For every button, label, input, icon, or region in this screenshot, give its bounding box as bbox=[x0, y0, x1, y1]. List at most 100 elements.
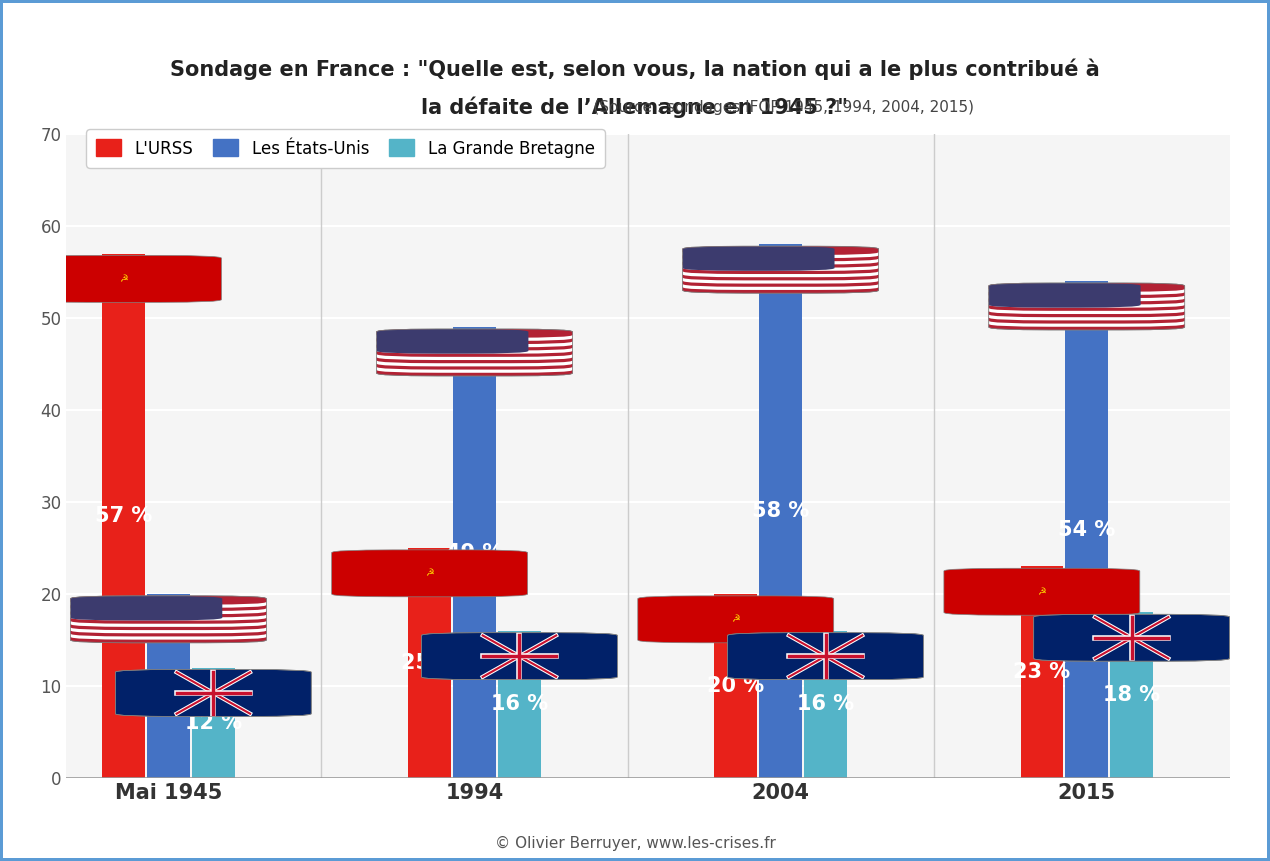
FancyBboxPatch shape bbox=[683, 259, 879, 268]
FancyBboxPatch shape bbox=[377, 329, 573, 376]
Text: 58 %: 58 % bbox=[752, 501, 809, 521]
FancyBboxPatch shape bbox=[989, 306, 1185, 314]
FancyBboxPatch shape bbox=[70, 605, 267, 614]
FancyBboxPatch shape bbox=[377, 351, 573, 360]
FancyBboxPatch shape bbox=[989, 321, 1185, 330]
Bar bbox=[453, 327, 495, 778]
Text: 16 %: 16 % bbox=[491, 695, 547, 715]
FancyBboxPatch shape bbox=[377, 364, 573, 373]
FancyBboxPatch shape bbox=[944, 568, 1139, 616]
FancyBboxPatch shape bbox=[377, 348, 573, 356]
Text: 18 %: 18 % bbox=[1104, 685, 1161, 705]
Text: la défaite de l’Allemagne en 1945 ?": la défaite de l’Allemagne en 1945 ?" bbox=[422, 97, 848, 118]
FancyBboxPatch shape bbox=[377, 355, 573, 363]
Text: ☭: ☭ bbox=[1038, 586, 1046, 597]
Text: Sondage en France : "Quelle est, selon vous, la nation qui a le plus contribué à: Sondage en France : "Quelle est, selon v… bbox=[170, 59, 1100, 79]
FancyBboxPatch shape bbox=[377, 357, 573, 367]
FancyBboxPatch shape bbox=[70, 628, 267, 636]
FancyBboxPatch shape bbox=[331, 550, 527, 597]
Bar bbox=[409, 548, 451, 778]
FancyBboxPatch shape bbox=[1034, 614, 1229, 661]
FancyBboxPatch shape bbox=[377, 368, 573, 376]
FancyBboxPatch shape bbox=[25, 256, 221, 302]
FancyBboxPatch shape bbox=[70, 596, 222, 621]
FancyBboxPatch shape bbox=[377, 345, 573, 354]
FancyBboxPatch shape bbox=[728, 633, 923, 679]
FancyBboxPatch shape bbox=[683, 246, 879, 293]
Legend: L'URSS, Les États-Unis, La Grande Bretagne: L'URSS, Les États-Unis, La Grande Bretag… bbox=[86, 129, 605, 168]
Text: 16 %: 16 % bbox=[798, 695, 855, 715]
FancyBboxPatch shape bbox=[377, 329, 528, 354]
FancyBboxPatch shape bbox=[70, 615, 267, 623]
Bar bbox=[1066, 282, 1107, 778]
Text: 25 %: 25 % bbox=[401, 653, 458, 673]
Text: 49 %: 49 % bbox=[446, 542, 503, 562]
Bar bbox=[1021, 567, 1063, 778]
FancyBboxPatch shape bbox=[989, 286, 1185, 295]
FancyBboxPatch shape bbox=[683, 262, 879, 271]
FancyBboxPatch shape bbox=[116, 670, 311, 716]
FancyBboxPatch shape bbox=[989, 299, 1185, 307]
FancyBboxPatch shape bbox=[70, 618, 267, 627]
FancyBboxPatch shape bbox=[638, 596, 833, 643]
FancyBboxPatch shape bbox=[683, 278, 879, 287]
FancyBboxPatch shape bbox=[683, 252, 879, 261]
FancyBboxPatch shape bbox=[422, 633, 617, 679]
FancyBboxPatch shape bbox=[989, 289, 1185, 298]
FancyBboxPatch shape bbox=[377, 336, 573, 344]
FancyBboxPatch shape bbox=[683, 246, 834, 271]
FancyBboxPatch shape bbox=[377, 332, 573, 341]
FancyBboxPatch shape bbox=[683, 250, 879, 258]
FancyBboxPatch shape bbox=[70, 596, 267, 643]
FancyBboxPatch shape bbox=[683, 256, 879, 264]
FancyBboxPatch shape bbox=[989, 302, 1185, 311]
FancyBboxPatch shape bbox=[989, 283, 1140, 307]
Text: 23 %: 23 % bbox=[1013, 662, 1071, 682]
Bar bbox=[147, 594, 189, 778]
Text: © Olivier Berruyer, www.les-crises.fr: © Olivier Berruyer, www.les-crises.fr bbox=[494, 836, 776, 852]
FancyBboxPatch shape bbox=[683, 272, 879, 281]
Bar bbox=[102, 253, 145, 778]
FancyBboxPatch shape bbox=[70, 631, 267, 640]
FancyBboxPatch shape bbox=[70, 609, 267, 617]
FancyBboxPatch shape bbox=[377, 338, 573, 347]
FancyBboxPatch shape bbox=[70, 634, 267, 643]
Bar bbox=[715, 594, 757, 778]
Bar bbox=[1110, 612, 1153, 778]
FancyBboxPatch shape bbox=[989, 312, 1185, 320]
Text: (Source : sondages IFOP 1945, 1994, 2004, 2015): (Source : sondages IFOP 1945, 1994, 2004… bbox=[296, 100, 974, 115]
FancyBboxPatch shape bbox=[70, 624, 267, 633]
FancyBboxPatch shape bbox=[70, 622, 267, 630]
Text: 20 %: 20 % bbox=[707, 676, 765, 696]
Text: ☭: ☭ bbox=[425, 568, 434, 579]
FancyBboxPatch shape bbox=[989, 283, 1185, 330]
Text: ☭: ☭ bbox=[732, 615, 740, 624]
FancyBboxPatch shape bbox=[70, 602, 267, 611]
FancyBboxPatch shape bbox=[683, 265, 879, 274]
Bar bbox=[498, 631, 541, 778]
FancyBboxPatch shape bbox=[989, 315, 1185, 324]
FancyBboxPatch shape bbox=[683, 269, 879, 277]
FancyBboxPatch shape bbox=[377, 361, 573, 369]
FancyBboxPatch shape bbox=[377, 342, 573, 350]
FancyBboxPatch shape bbox=[683, 275, 879, 283]
Bar bbox=[192, 667, 235, 778]
FancyBboxPatch shape bbox=[377, 329, 573, 338]
Text: 12 %: 12 % bbox=[184, 713, 241, 733]
FancyBboxPatch shape bbox=[70, 612, 267, 621]
FancyBboxPatch shape bbox=[989, 318, 1185, 327]
FancyBboxPatch shape bbox=[683, 282, 879, 290]
FancyBboxPatch shape bbox=[989, 283, 1185, 292]
FancyBboxPatch shape bbox=[989, 308, 1185, 317]
FancyBboxPatch shape bbox=[989, 295, 1185, 305]
Text: 57 %: 57 % bbox=[95, 505, 152, 526]
Text: 54 %: 54 % bbox=[1058, 520, 1115, 540]
FancyBboxPatch shape bbox=[683, 246, 879, 255]
Bar bbox=[804, 631, 847, 778]
Text: ☭: ☭ bbox=[119, 274, 128, 284]
Text: 20 %: 20 % bbox=[140, 676, 197, 696]
FancyBboxPatch shape bbox=[683, 284, 879, 293]
FancyBboxPatch shape bbox=[70, 596, 267, 604]
FancyBboxPatch shape bbox=[989, 293, 1185, 301]
Bar bbox=[759, 245, 801, 778]
